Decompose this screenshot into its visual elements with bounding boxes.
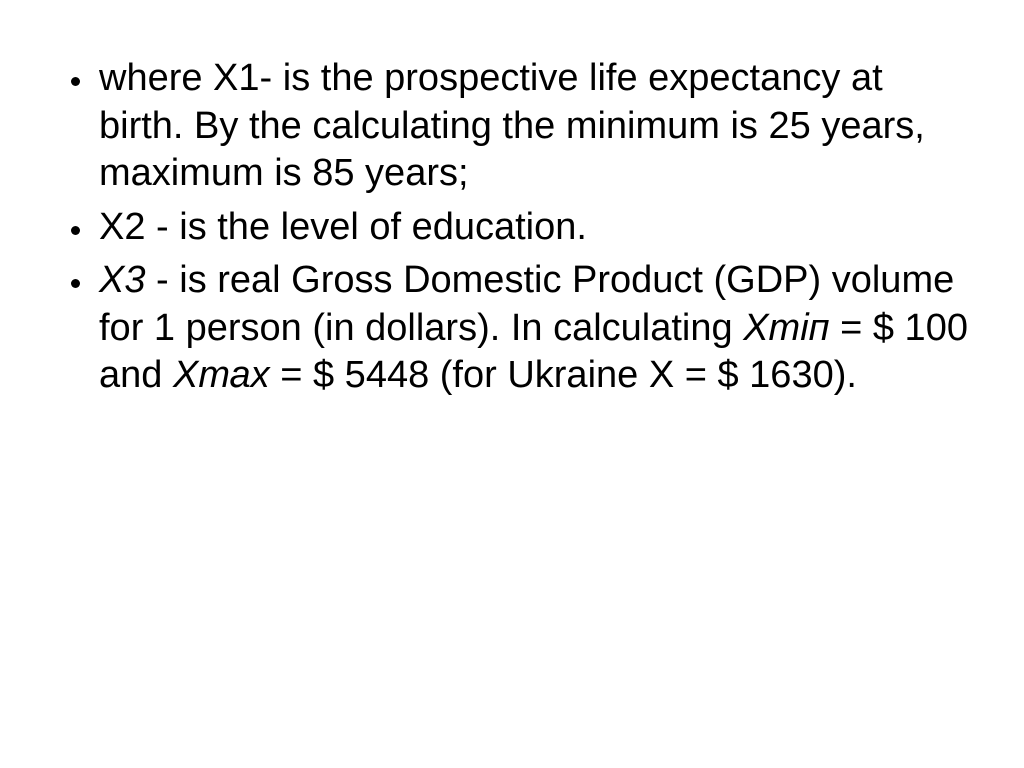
- list-item: where X1- is the prospective life expect…: [95, 55, 969, 198]
- bullet-text-xmin: Хтіп: [743, 307, 829, 349]
- bullet-text-x3: Х3: [99, 259, 145, 301]
- bullet-text-xmax: Хтах: [173, 354, 270, 396]
- bullet-text-prefix: X2 -: [99, 206, 179, 248]
- bullet-text-rest: is the level of education.: [179, 206, 587, 248]
- bullet-list: where X1- is the prospective life expect…: [55, 55, 969, 400]
- bullet-text-prefix: where X1-: [99, 57, 272, 99]
- list-item: X2 - is the level of education.: [95, 204, 969, 252]
- list-item: Х3 - is real Gross Domestic Product (GDP…: [95, 257, 969, 400]
- slide: where X1- is the prospective life expect…: [0, 0, 1024, 768]
- bullet-text-xmax-rest: = $ 5448 (for Ukraine X = $ 1630).: [270, 354, 857, 396]
